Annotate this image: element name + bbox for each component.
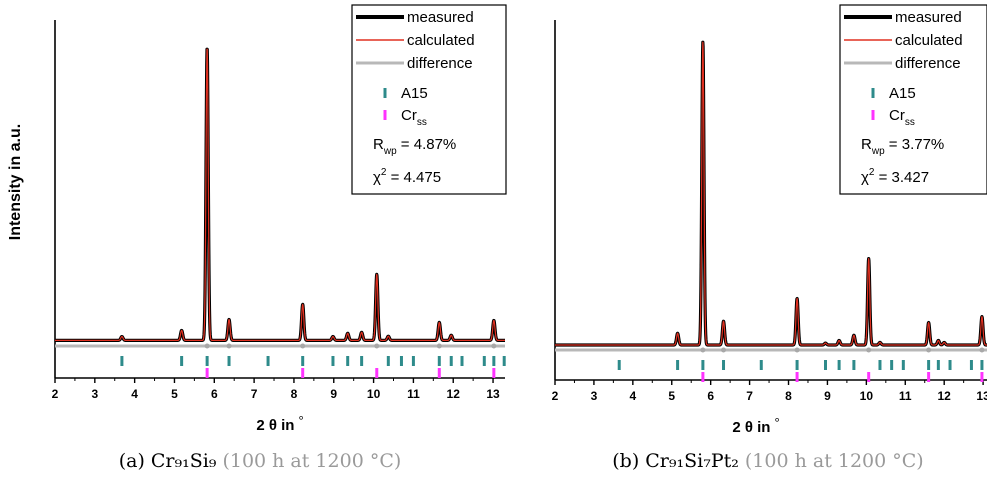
difference-blip [979,347,985,353]
legend-box [351,4,507,195]
difference-blip [700,347,706,353]
x-tick-label: 13 [976,389,987,403]
legend-label-a15: A15 [401,85,428,102]
calculated-series [54,48,506,341]
x-tick-label: 8 [291,387,298,401]
x-tick-label: 5 [668,389,675,403]
caption-label: (b) [612,450,639,472]
legend-label-crss-sub: ss [417,117,427,128]
legend-label-crss-sub: ss [905,117,915,128]
x-tick-label: 6 [211,387,218,401]
x-tick-label: 9 [824,389,831,403]
panel-caption: (a) Cr₉₁Si₉ (100 h at 1200 °C) [119,450,402,472]
x-tick-label: 13 [486,387,500,401]
chi-number: = 4.475 [386,169,441,186]
difference-blip [436,343,442,349]
legend-label-measured: measured [895,9,962,26]
rwp-sub: wp [383,146,397,157]
x-tick-label: 11 [407,387,420,401]
difference-blip [300,343,306,349]
legend-label-calculated: calculated [895,32,963,49]
x-tick-label: 2 [52,387,59,401]
legend-label-calculated: calculated [407,32,475,49]
legend-label-difference: difference [407,55,473,72]
chi-number: = 3.427 [874,169,929,186]
caption-formula: Cr₉₁Si₇Pt₂ [645,450,739,472]
legend-label-crss-main: Cr [401,107,417,124]
x-tick-label: 2 [552,389,559,403]
x-tick-label: 5 [171,387,178,401]
calculated-series [554,41,987,346]
x-tick-label: 3 [591,389,598,403]
x-axis-label: 2 θ in ° [732,415,779,436]
chi-sup: 2 [381,167,387,178]
difference-blip [721,347,727,353]
legend-label-measured: measured [407,9,474,26]
legend-label-crss: Crss [401,107,427,128]
y-axis-label: Intensity in a.u. [7,124,24,240]
panel-b: 2 3 4 5 6 7 8 9 10 11 12 13 2 θ in ° Intensity in a.u.… [527,4,987,436]
x-tick-label: 4 [131,387,138,401]
legend: measured calculated difference A15 Crss Rwp =… [351,4,507,195]
x-tick-label: 12 [938,389,952,403]
caption-label: (a) [119,450,145,472]
difference-blip [374,343,380,349]
x-tick-label: 3 [91,387,98,401]
chi-squared-value: χ2 = 3.427 [861,167,929,186]
difference-blip [226,343,232,349]
y-axis-label: Intensity in a.u. [527,126,544,242]
legend-label-crss: Crss [889,107,915,128]
x-axis-label-unit: ° [774,415,779,430]
difference-blip [491,343,497,349]
difference-blip [794,347,800,353]
x-tick-label: 6 [707,389,714,403]
x-tick-label: 4 [629,389,636,403]
difference-blip [204,343,210,349]
x-tick-label: 11 [899,389,912,403]
x-axis-label: 2 θ in ° [256,413,303,434]
x-axis-label-main: 2 θ in [256,417,294,434]
x-tick-label: 10 [367,387,381,401]
rwp-value: Rwp = 3.77% [861,136,944,157]
difference-blip [926,347,932,353]
x-tick-label: 10 [860,389,874,403]
legend-box [839,4,987,195]
chi-main: χ [373,169,381,186]
x-tick-label: 8 [785,389,792,403]
panel-a: 2 3 4 5 6 7 8 9 10 11 12 13 2 θ in ° Intensity in a.u.… [7,4,507,434]
caption-condition: (100 h at 1200 °C) [745,450,924,472]
rwp-value: Rwp = 4.87% [373,136,456,157]
legend-label-a15: A15 [889,85,916,102]
x-axis-label-unit: ° [298,413,303,428]
x-tick-label: 9 [330,387,337,401]
x-tick-label: 7 [746,389,753,403]
chi-sup: 2 [869,167,875,178]
rwp-number: = 4.87% [397,136,457,153]
caption-condition: (100 h at 1200 °C) [222,450,401,472]
rwp-sub: wp [871,146,885,157]
x-tick-label: 12 [447,387,461,401]
rwp-number: = 3.77% [885,136,945,153]
panel-caption: (b) Cr₉₁Si₇Pt₂ (100 h at 1200 °C) [612,450,923,472]
x-axis-label-main: 2 θ in [732,419,770,436]
legend: measured calculated difference A15 Crss Rwp =… [839,4,987,195]
difference-blip [866,347,872,353]
rwp-main: R [373,136,384,153]
caption-formula: Cr₉₁Si₉ [151,450,217,472]
x-tick-label: 7 [251,387,258,401]
chi-main: χ [861,169,869,186]
rwp-main: R [861,136,872,153]
legend-label-crss-main: Cr [889,107,905,124]
legend-label-difference: difference [895,55,961,72]
chi-squared-value: χ2 = 4.475 [373,167,441,186]
